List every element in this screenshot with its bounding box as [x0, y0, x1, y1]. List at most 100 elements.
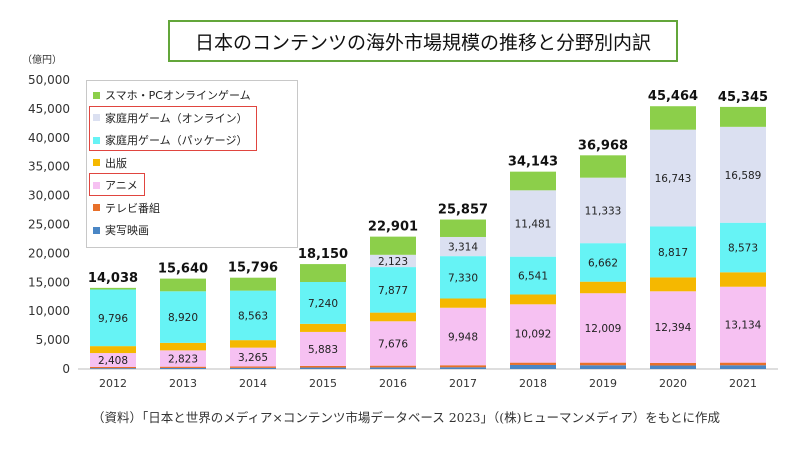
segment-value-label: 2,408	[98, 355, 128, 367]
x-tick-label: 2016	[379, 377, 407, 390]
legend-swatch	[93, 136, 100, 144]
bar-segment	[440, 219, 486, 237]
bar-segment	[650, 291, 696, 363]
segment-value-label: 7,240	[308, 298, 338, 310]
y-tick-label: 0	[62, 362, 70, 376]
bar-segment	[440, 307, 486, 366]
total-value-label: 15,640	[158, 262, 208, 277]
bar-segment	[160, 291, 206, 343]
bar-segment	[440, 365, 486, 368]
x-tick-label: 2020	[659, 377, 687, 390]
legend-swatch	[93, 181, 100, 189]
legend-item: スマホ・PCオンラインゲーム	[93, 87, 251, 103]
segment-value-label: 9,796	[98, 313, 128, 325]
bar-segment	[720, 106, 766, 127]
segment-value-label: 12,009	[585, 323, 622, 335]
legend-highlight-box	[89, 105, 257, 151]
bar-segment	[160, 342, 206, 351]
segment-value-label: 2,823	[168, 354, 198, 366]
y-tick-label: 45,000	[28, 102, 70, 116]
total-value-label: 45,345	[718, 90, 768, 105]
segment-value-label: 8,563	[238, 310, 268, 322]
x-tick-label: 2017	[449, 377, 477, 390]
source-note: （資料）「日本と世界のメディア×コンテンツ市場データベース 2023」（(株)ヒ…	[92, 410, 721, 425]
bar-segment	[160, 350, 206, 367]
bar-segment	[230, 277, 276, 291]
x-tick-label: 2012	[99, 377, 127, 390]
bar-segment	[580, 155, 626, 178]
y-tick-label: 40,000	[28, 131, 70, 145]
bar-segment	[230, 340, 276, 348]
legend-label: 家庭用ゲーム（パッケージ）	[105, 134, 248, 147]
bar-segment	[650, 106, 696, 130]
segment-value-label: 8,920	[168, 312, 198, 324]
y-tick-label: 30,000	[28, 189, 70, 203]
bar-segment	[510, 364, 556, 369]
bar-segment	[370, 321, 416, 366]
y-tick-label: 35,000	[28, 160, 70, 174]
bar-segment	[90, 366, 136, 369]
segment-value-label: 7,877	[378, 285, 408, 297]
chart-title: 日本のコンテンツの海外市場規模の推移と分野別内訳	[168, 20, 678, 62]
bar-segment	[440, 298, 486, 308]
segment-value-label: 6,541	[518, 271, 548, 283]
legend-item: テレビ番組	[93, 200, 160, 216]
total-value-label: 36,968	[578, 138, 628, 153]
x-tick-label: 2019	[589, 377, 617, 390]
bar-segment	[720, 222, 766, 273]
y-tick-label: 5,000	[36, 333, 70, 347]
bar-segment	[370, 312, 416, 322]
bar-segment	[230, 347, 276, 367]
y-tick-label: 50,000	[28, 73, 70, 87]
legend-label: スマホ・PCオンラインゲーム	[105, 89, 251, 102]
legend-label: テレビ番組	[105, 201, 160, 215]
bar-segment	[510, 171, 556, 191]
bar-segment	[720, 286, 766, 363]
bar-segment	[300, 323, 346, 332]
bar-segment	[650, 362, 696, 366]
bar-segment	[300, 367, 346, 369]
bar-segment	[580, 293, 626, 363]
legend-label: 実写映画	[105, 224, 149, 237]
legend: スマホ・PCオンラインゲーム 家庭用ゲーム（オンライン） 家庭用ゲーム（パッケージ）…	[86, 80, 298, 248]
legend-swatch	[93, 91, 100, 99]
bar-segment	[580, 177, 626, 244]
total-value-label: 15,796	[228, 261, 278, 276]
bar-segment	[370, 365, 416, 368]
segment-value-label: 2,123	[378, 256, 408, 268]
bar-segment	[650, 129, 696, 227]
x-tick-label: 2015	[309, 377, 337, 390]
legend-item: 家庭用ゲーム（オンライン）	[93, 110, 248, 126]
x-tick-label: 2018	[519, 377, 547, 390]
legend-item: アニメ	[93, 177, 138, 193]
bar-segment	[650, 226, 696, 278]
bar-segment	[580, 365, 626, 369]
legend-item: 実写映画	[93, 222, 149, 238]
legend-item: 出版	[93, 155, 127, 171]
segment-value-label: 7,676	[378, 338, 408, 350]
segment-value-label: 8,817	[658, 247, 688, 259]
segment-value-label: 6,662	[588, 257, 618, 269]
bar-segment	[720, 126, 766, 223]
total-value-label: 14,038	[88, 271, 138, 286]
segment-value-label: 11,333	[585, 205, 622, 217]
bar-segment	[230, 367, 276, 369]
bar-segment	[90, 289, 136, 347]
legend-label: 家庭用ゲーム（オンライン）	[105, 111, 248, 125]
bar-segment	[300, 281, 346, 324]
bar-segment	[300, 264, 346, 282]
total-value-label: 18,150	[298, 247, 348, 262]
bar-segment	[90, 346, 136, 354]
segment-value-label: 5,883	[308, 344, 338, 356]
x-tick-label: 2014	[239, 377, 267, 390]
bar-segment	[580, 362, 626, 366]
legend-item: 家庭用ゲーム（パッケージ）	[93, 132, 247, 148]
y-tick-label: 10,000	[28, 304, 70, 318]
bar-segment	[510, 190, 556, 257]
bar-segment	[650, 277, 696, 292]
bar-segment	[90, 368, 136, 369]
bar-segment	[370, 236, 416, 255]
legend-swatch	[93, 204, 100, 211]
bar-segment	[510, 294, 556, 305]
bar-segment	[300, 331, 346, 366]
